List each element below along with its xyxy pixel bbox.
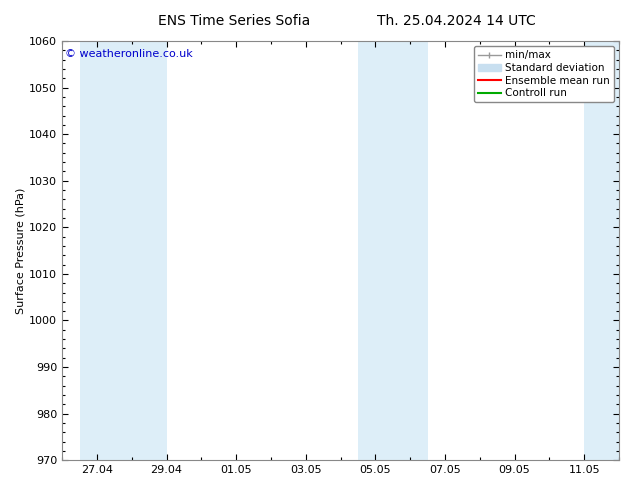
Legend: min/max, Standard deviation, Ensemble mean run, Controll run: min/max, Standard deviation, Ensemble me…	[474, 46, 614, 102]
Y-axis label: Surface Pressure (hPa): Surface Pressure (hPa)	[15, 187, 25, 314]
Bar	[584, 41, 626, 460]
Bar	[358, 41, 427, 460]
Bar	[79, 41, 167, 460]
Text: Th. 25.04.2024 14 UTC: Th. 25.04.2024 14 UTC	[377, 14, 536, 28]
Text: ENS Time Series Sofia: ENS Time Series Sofia	[158, 14, 311, 28]
Text: © weatheronline.co.uk: © weatheronline.co.uk	[65, 49, 193, 59]
